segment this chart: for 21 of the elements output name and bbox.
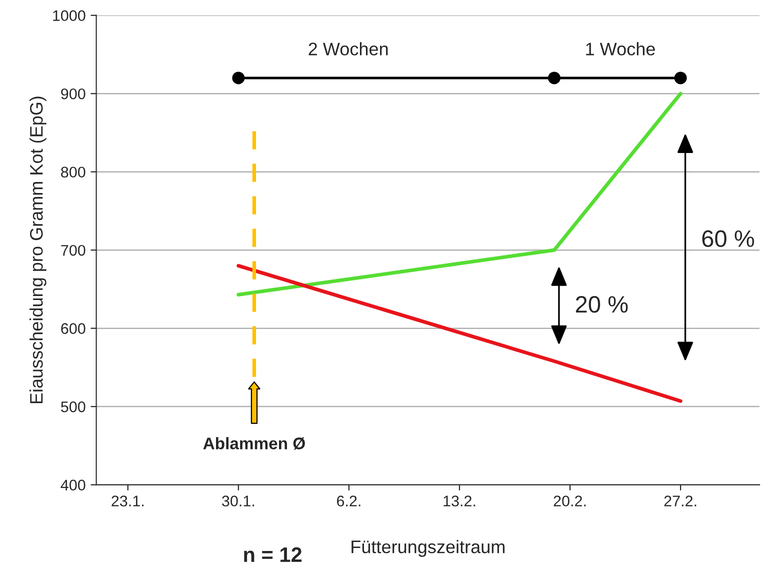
annotation: 1 Woche [586,42,655,56]
x-tick-label: 20.2. [554,496,586,506]
x-axis-title: Fütterungszeitraum [352,540,504,557]
y-axis-title: Eiausscheidung pro Gramm Kot (EpG) [30,96,46,404]
annotation: 20 % [576,296,628,313]
y-tick-label: 500 [61,401,86,412]
y-tick-label: 400 [60,480,86,490]
annotation: 2 Wochen [308,42,388,56]
x-tick-label: 13.2. [444,496,476,506]
x-tick-label: 30.1. [222,496,254,506]
y-tick-label: 1000 [53,10,86,22]
x-tick-label: 27.2. [664,496,696,506]
y-tick-label: 800 [61,166,86,178]
x-tick-label: 23.1. [112,496,144,506]
y-tick-label: 900 [61,88,86,100]
annotation: 60 % [702,230,754,248]
x-tick-label: 6.2. [336,496,360,506]
text: n = 12 [244,547,302,562]
y-tick-label: 600 [61,323,86,334]
y-tick-label: 700 [61,244,86,256]
annotation: Ablammen Ø [203,437,305,450]
